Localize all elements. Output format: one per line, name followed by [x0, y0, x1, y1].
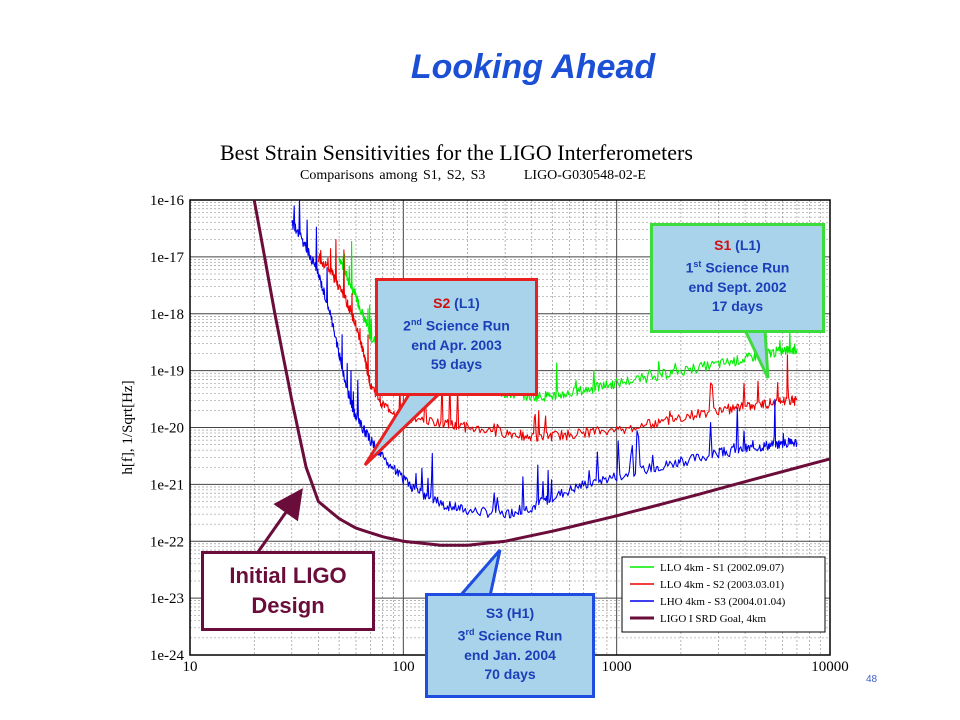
s1-callout: S1 (L1) 1st Science Run end Sept. 2002 1… [650, 223, 825, 333]
legend-box [621, 556, 826, 633]
y-tick-label: 1e-24 [150, 648, 185, 664]
chart-subtitle: Comparisons among S1, S2, S3 LIGO-G03054… [300, 168, 646, 184]
y-tick-label: 1e-17 [150, 250, 185, 266]
tick-labels: 10 100 1000 10000 1e-16 1e-17 1e-18 1e-19 1e-20 1… [150, 193, 849, 675]
legend-entry: LLO 4km - S2 (2003.03.01) [660, 579, 784, 591]
s1-ordinal: 1 [685, 259, 694, 276]
s1-end: end Sept. 2002 [688, 278, 787, 295]
series-line-3 [291, 199, 798, 519]
legend-entry: LLO 4km - S1 (2002.09.07) [660, 562, 784, 574]
s2-days: 59 days [430, 355, 483, 372]
y-axis-label: h[f], 1/Sqrt[Hz] [120, 380, 136, 474]
x-tick-label: 10000 [811, 659, 849, 675]
initial-design-arrow [256, 488, 303, 553]
legend-entry: LHO 4km - S3 (2004.01.04) [660, 596, 786, 608]
s1-name: S1 [714, 237, 732, 253]
series-line-4 [252, 199, 831, 547]
s3-callout-header: S3 (H1) [428, 604, 592, 623]
s1-run: 1st Science Run [653, 255, 822, 278]
y-tick-label: 1e-18 [150, 307, 184, 323]
s2-ifo: (L1) [454, 295, 480, 311]
y-tick-label: 1e-16 [150, 193, 185, 209]
s1-callout-header: S1 (L1) [653, 236, 822, 255]
chart-subtitle-text: Comparisons among S1, S2, S3 [300, 168, 486, 183]
page-number: 48 [866, 674, 878, 685]
initial-line1: Initial LIGO [229, 563, 347, 588]
s3-days: 70 days [484, 665, 536, 682]
s3-end: end Jan. 2004 [464, 646, 556, 663]
callout-pointers [256, 328, 770, 598]
y-tick-label: 1e-19 [150, 364, 184, 380]
legend: LLO 4km - S1 (2002.09.07) LLO 4km - S2 (2… [621, 556, 826, 633]
series-line-2 [317, 239, 798, 442]
document-id: LIGO-G030548-02-E [523, 168, 646, 183]
x-tick-label: 10 [183, 659, 198, 675]
s2-callout: S2 (L1) 2nd Science Run end Apr. 2003 59… [375, 278, 538, 396]
s2-callout-header: S2 (L1) [378, 294, 535, 313]
x-tick-label: 100 [392, 659, 415, 675]
y-tick-label: 1e-21 [150, 477, 184, 493]
y-tick-label: 1e-23 [150, 591, 184, 607]
s3-name: S3 [485, 605, 503, 621]
s2-run: 2nd Science Run [378, 313, 535, 336]
slide-title: Looking Ahead [410, 48, 656, 86]
s2-end: end Apr. 2003 [411, 336, 502, 353]
s3-run-label: Science Run [478, 627, 563, 644]
s1-ordinal-suffix: st [693, 259, 702, 269]
s2-name: S2 [433, 295, 451, 311]
initial-line2: Design [251, 593, 325, 618]
initial-ligo-design-box: Initial LIGO Design [201, 551, 375, 631]
s1-days: 17 days [711, 297, 764, 314]
s2-run-label: Science Run [425, 317, 510, 334]
s3-ordinal-suffix: rd [465, 627, 475, 637]
s3-ordinal: 3 [457, 627, 466, 644]
s2-pointer [363, 391, 444, 467]
s3-ifo: (H1) [506, 605, 535, 621]
s3-pointer [456, 549, 502, 598]
y-tick-label: 1e-22 [150, 534, 184, 550]
s1-run-label: Science Run [705, 259, 790, 276]
y-tick-label: 1e-20 [150, 421, 184, 437]
s3-callout: S3 (H1) 3rd Science Run end Jan. 2004 70… [425, 593, 595, 698]
legend-entry: LIGO I SRD Goal, 4km [660, 613, 766, 625]
x-tick-label: 1000 [602, 659, 632, 675]
chart-title: Best Strain Sensitivities for the LIGO I… [220, 140, 693, 165]
s1-ifo: (L1) [735, 237, 761, 253]
s2-ordinal: 2 [403, 317, 411, 334]
s2-ordinal-suffix: nd [410, 317, 422, 327]
s3-run: 3rd Science Run [428, 623, 592, 646]
